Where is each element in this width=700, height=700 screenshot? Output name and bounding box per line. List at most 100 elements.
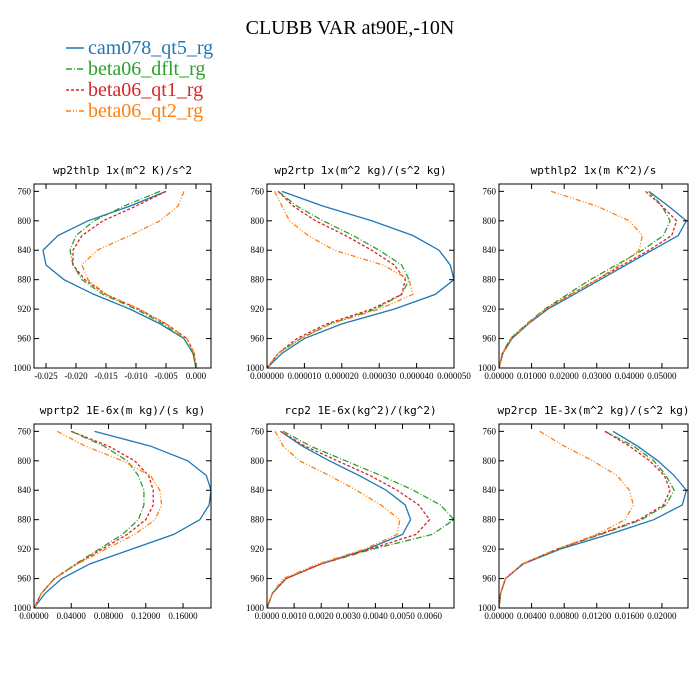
x-tick-label: 0.00800	[550, 611, 580, 621]
x-tick-label: 0.000010	[288, 371, 322, 381]
legend: cam078_qt5_rgbeta06_dflt_rgbeta06_qt1_rg…	[66, 37, 213, 122]
y-tick-label: 880	[483, 275, 497, 285]
series-line-beta06_qt2_rg	[267, 431, 401, 608]
series-line-beta06_dflt_rg	[267, 430, 454, 608]
y-tick-label: 880	[251, 275, 265, 285]
y-tick-label: 760	[483, 186, 497, 196]
series-line-cam078_qt5_rg	[499, 430, 688, 608]
x-tick-label: -0.020	[64, 371, 88, 381]
x-tick-label: 0.00400	[517, 611, 547, 621]
y-tick-label: 800	[483, 456, 497, 466]
series-line-beta06_qt2_rg	[81, 191, 197, 368]
y-tick-label: 1000	[13, 363, 32, 373]
x-tick-label: 0.0040	[363, 611, 388, 621]
x-tick-label: 0.000	[186, 371, 207, 381]
series-line-beta06_dflt_rg	[34, 430, 145, 608]
figure-title: CLUBB VAR at90E,-10N	[246, 17, 455, 39]
plot-frame	[33, 423, 212, 609]
panel-1: wp2thlp 1x(m^2 K)/s^2 760 800 840 880 920 960 1…	[13, 164, 212, 381]
x-tick-label: 0.0030	[336, 611, 361, 621]
y-tick-label: 920	[18, 304, 32, 314]
x-tick-label: 0.0000	[255, 611, 280, 621]
series-line-beta06_qt2_rg	[34, 430, 163, 608]
y-tick-label: 1000	[246, 363, 265, 373]
plot-frame	[33, 183, 212, 369]
x-tick-label: 0.0060	[417, 611, 442, 621]
series-line-beta06_qt1_rg	[499, 190, 678, 368]
y-tick-label: 1000	[478, 603, 497, 613]
series-line-beta06_dflt_rg	[69, 190, 197, 368]
panel-3: wpthlp2 1x(m K^2)/s 760 800 840 880 920 960 100…	[478, 164, 689, 381]
y-tick-label: 920	[483, 304, 497, 314]
x-tick-label: 0.0020	[309, 611, 334, 621]
x-tick-label: 0.000030	[362, 371, 396, 381]
chart-panels: wp2thlp 1x(m^2 K)/s^2 760 800 840 880 920 960 1…	[13, 164, 690, 621]
series-line-cam078_qt5_rg	[267, 430, 412, 608]
y-tick-label: 960	[18, 334, 32, 344]
y-tick-label: 880	[483, 515, 497, 525]
x-tick-label: 0.03000	[582, 371, 612, 381]
x-tick-label: 0.00000	[19, 611, 49, 621]
y-tick-label: 920	[251, 304, 265, 314]
panel-2: wp2rtp 1x(m^2 kg)/(s^2 kg) 760 800 840 880 92…	[246, 164, 471, 381]
legend-item-beta06_qt1_rg: beta06_qt1_rg	[66, 79, 203, 101]
x-tick-label: 0.000040	[400, 371, 434, 381]
y-tick-label: 840	[18, 245, 32, 255]
x-tick-label: 0.16000	[168, 611, 198, 621]
y-tick-label: 800	[251, 456, 265, 466]
y-tick-label: 920	[483, 544, 497, 554]
series-line-beta06_qt1_rg	[267, 430, 431, 608]
legend-item-cam078_qt5_rg: cam078_qt5_rg	[66, 37, 213, 59]
legend-label: beta06_dflt_rg	[88, 58, 205, 80]
x-tick-label: 0.05000	[647, 371, 677, 381]
y-tick-label: 840	[483, 245, 497, 255]
x-tick-label: 0.000050	[437, 371, 471, 381]
panel-title: wp2rcp 1E-3x(m^2 kg)/(s^2 kg)	[497, 404, 689, 417]
panel-title: wpthlp2 1x(m K^2)/s	[531, 164, 657, 177]
y-tick-label: 960	[483, 334, 497, 344]
x-tick-label: -0.025	[34, 371, 58, 381]
panel-title: rcp2 1E-6x(kg^2)/(kg^2)	[284, 404, 436, 417]
y-tick-label: 880	[18, 275, 32, 285]
y-tick-label: 760	[483, 426, 497, 436]
panel-5: rcp2 1E-6x(kg^2)/(kg^2) 760 800 840 880 920 96…	[246, 404, 455, 621]
panel-title: wp2thlp 1x(m^2 K)/s^2	[53, 164, 192, 177]
x-tick-label: 0.04000	[615, 371, 645, 381]
legend-label: cam078_qt5_rg	[88, 37, 213, 59]
legend-label: beta06_qt1_rg	[88, 79, 203, 101]
x-tick-label: -0.005	[154, 371, 178, 381]
x-tick-label: 0.000000	[250, 371, 284, 381]
y-tick-label: 1000	[246, 603, 265, 613]
plot-frame	[498, 423, 689, 609]
panel-6: wp2rcp 1E-3x(m^2 kg)/(s^2 kg)760 800 840 88…	[478, 404, 690, 621]
panel-4: wprtp2 1E-6x(m kg)/(s kg) 760 800 840 880 920…	[13, 404, 212, 621]
y-tick-label: 760	[18, 186, 32, 196]
x-tick-label: 0.01200	[582, 611, 612, 621]
y-tick-label: 840	[251, 485, 265, 495]
series-line-beta06_qt2_rg	[267, 191, 414, 368]
y-tick-label: 1000	[13, 603, 32, 613]
y-tick-label: 960	[483, 574, 497, 584]
y-tick-label: 800	[18, 216, 32, 226]
y-tick-label: 880	[18, 515, 32, 525]
series-line-beta06_qt1_rg	[72, 190, 197, 368]
x-tick-label: -0.010	[124, 371, 148, 381]
x-tick-label: 0.04000	[57, 611, 87, 621]
series-line-beta06_qt1_rg	[267, 190, 407, 368]
y-tick-label: 840	[251, 245, 265, 255]
series-line-beta06_qt2_rg	[499, 190, 644, 368]
y-tick-label: 800	[483, 216, 497, 226]
series-line-beta06_dflt_rg	[499, 190, 671, 368]
y-tick-label: 800	[18, 456, 32, 466]
legend-label: beta06_qt2_rg	[88, 100, 203, 122]
y-tick-label: 840	[483, 485, 497, 495]
x-tick-label: -0.015	[94, 371, 118, 381]
y-tick-label: 880	[251, 515, 265, 525]
x-tick-label: 0.02000	[647, 611, 677, 621]
x-tick-label: 0.02000	[550, 371, 580, 381]
x-tick-label: 0.01000	[517, 371, 547, 381]
x-tick-label: 0.01600	[615, 611, 645, 621]
legend-item-beta06_qt2_rg: beta06_qt2_rg	[66, 100, 203, 122]
series-line-beta06_qt1_rg	[499, 430, 671, 608]
